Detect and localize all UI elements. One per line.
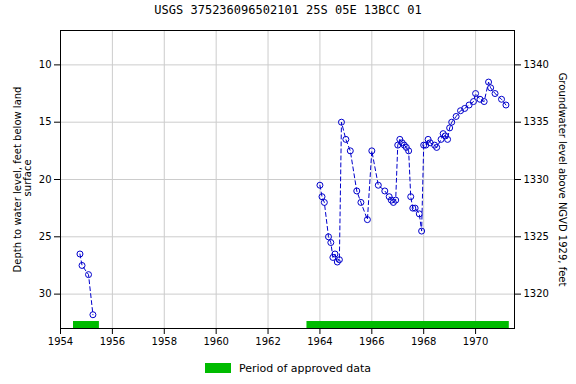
svg-text:Groundwater level above NGVD 1: Groundwater level above NGVD 1929, feet: [557, 73, 568, 287]
svg-text:1962: 1962: [255, 336, 280, 347]
svg-text:1954: 1954: [48, 336, 73, 347]
svg-text:1970: 1970: [463, 336, 488, 347]
svg-text:1956: 1956: [100, 336, 125, 347]
svg-text:1325: 1325: [524, 231, 549, 242]
svg-text:25: 25: [39, 231, 52, 242]
svg-text:10: 10: [39, 59, 52, 70]
svg-text:1966: 1966: [359, 336, 384, 347]
svg-text:1320: 1320: [524, 288, 549, 299]
svg-text:1968: 1968: [411, 336, 436, 347]
svg-text:1340: 1340: [524, 59, 549, 70]
svg-text:20: 20: [39, 174, 52, 185]
svg-text:30: 30: [39, 288, 52, 299]
svg-text:1330: 1330: [524, 174, 549, 185]
svg-text:15: 15: [39, 116, 52, 127]
svg-text:1958: 1958: [152, 336, 177, 347]
svg-text:1960: 1960: [203, 336, 228, 347]
svg-text:1335: 1335: [524, 116, 549, 127]
html-text:USGS 375236096502101 25S 05E 1: USGS 375236096502101 25S 05E 13BCC 01: [154, 3, 422, 17]
html-text:Period of approved data: Period of approved data: [238, 361, 372, 375]
svg-text:Depth to water level, feet bel: Depth to water level, feet below land su…: [12, 87, 33, 273]
svg-text:1964: 1964: [307, 336, 332, 347]
